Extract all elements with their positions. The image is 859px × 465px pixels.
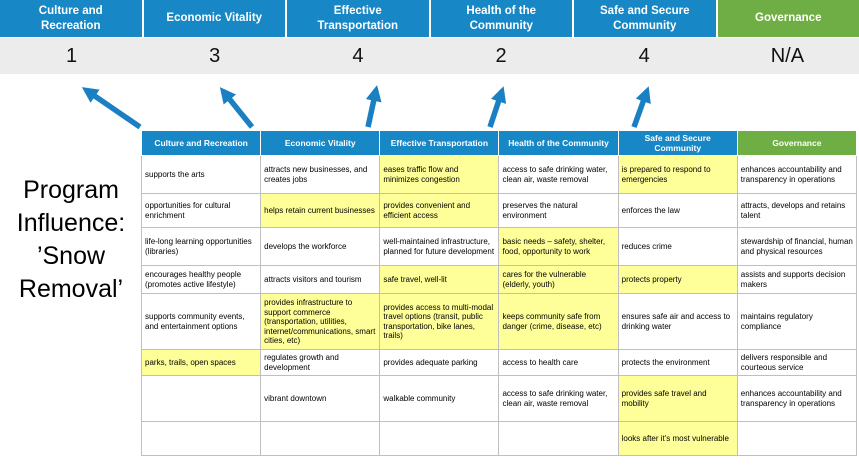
program-title-line: Removal’ — [18, 275, 124, 303]
table-header-safe-and-secure-community: Safe and Secure Community — [617, 129, 738, 157]
table-header-economic-vitality: Economic Vitality — [260, 129, 381, 157]
summary-box-effective-transportation: Effective Transportation — [287, 0, 429, 37]
summary-box-health-of-the-community: Health of the Community — [430, 0, 572, 37]
table-cell: life-long learning opportunities (librar… — [140, 227, 262, 267]
table-cell: cares for the vulnerable (elderly, youth… — [498, 265, 619, 295]
table-row: life-long learning opportunities (librar… — [140, 227, 858, 267]
table-cell: access to health care — [498, 349, 619, 377]
table-cell: keeps community safe from danger (crime,… — [498, 293, 619, 351]
influence-arrows — [81, 85, 651, 130]
table-cell: delivers responsible and courteous servi… — [736, 349, 858, 377]
table-row: supports community events, and entertain… — [140, 293, 858, 351]
up-arrow-icon — [365, 85, 382, 128]
table-cell — [379, 421, 500, 457]
table-cell: attracts visitors and tourism — [260, 265, 381, 295]
table-cell: encourages healthy people (promotes acti… — [140, 265, 262, 295]
table-cell — [498, 421, 619, 457]
table-cell — [140, 421, 262, 457]
program-title-line: ’Snow — [36, 242, 106, 270]
table-cell: attracts new businesses, and creates job… — [260, 155, 381, 195]
table-cell: stewardship of financial, human and phys… — [736, 227, 858, 267]
table-row: supports the arts attracts new businesses… — [140, 155, 858, 195]
table-row: opportunities for cultural enrichment hel… — [140, 193, 858, 229]
table-cell: supports the arts — [140, 155, 262, 195]
summary-value-health-of-the-community: 2 — [495, 44, 507, 67]
table-row: looks after it's most vulnerable — [140, 421, 858, 457]
table-cell: provides convenient and efficient access — [379, 193, 500, 229]
up-arrow-icon — [81, 87, 142, 130]
matrix-body: supports the arts attracts new businesses… — [140, 155, 858, 457]
summary-value-effective-transportation: 4 — [352, 44, 364, 67]
summary-values-row: 1 3 4 2 4 N/A — [0, 38, 859, 74]
table-row: parks, trails, open spaces regulates grow… — [140, 349, 858, 377]
table-cell: eases traffic flow and minimizes congest… — [379, 155, 500, 195]
table-cell: vibrant downtown — [260, 375, 381, 423]
table-cell: access to safe drinking water, clean air… — [498, 155, 619, 195]
summary-box-governance: Governance — [717, 0, 859, 37]
table-header-culture-and-recreation: Culture and Recreation — [140, 129, 262, 157]
summary-box-safe-and-secure-community: Safe and Secure Community — [574, 0, 716, 37]
table-cell: provides safe travel and mobility — [617, 375, 738, 423]
table-cell: reduces crime — [617, 227, 738, 267]
table-cell: well-maintained infrastructure, planned … — [379, 227, 500, 267]
table-cell — [260, 421, 381, 457]
summary-header-row: Culture and Recreation Economic Vitality E… — [0, 0, 859, 37]
table-cell: protects property — [617, 265, 738, 295]
table-cell: develops the workforce — [260, 227, 381, 267]
influence-matrix-table: Culture and Recreation Economic Vitality E… — [140, 129, 858, 457]
table-cell: maintains regulatory compliance — [736, 293, 858, 351]
table-cell: enhances accountability and transparency… — [736, 155, 858, 195]
table-cell: parks, trails, open spaces — [140, 349, 262, 377]
matrix-header-row: Culture and Recreation Economic Vitality E… — [140, 129, 858, 157]
table-row: encourages healthy people (promotes acti… — [140, 265, 858, 295]
main-area: Program Influence: ’Snow Removal’ Cultur… — [0, 74, 859, 465]
program-title: Program Influence: ’Snow Removal’ — [2, 174, 140, 306]
table-header-governance: Governance — [736, 129, 858, 157]
table-cell: is prepared to respond to emergencies — [617, 155, 738, 195]
table-cell: basic needs – safety, shelter, food, opp… — [498, 227, 619, 267]
table-cell: supports community events, and entertain… — [140, 293, 262, 351]
table-cell: provides access to multi-modal travel op… — [379, 293, 500, 351]
table-cell: looks after it's most vulnerable — [617, 421, 738, 457]
table-header-effective-transportation: Effective Transportation — [379, 129, 500, 157]
summary-value-governance: N/A — [770, 44, 805, 67]
summary-value-safe-and-secure-community: 4 — [638, 44, 650, 67]
table-cell: assists and supports decision makers — [736, 265, 858, 295]
table-header-health-of-the-community: Health of the Community — [498, 129, 619, 157]
table-cell: opportunities for cultural enrichment — [140, 193, 262, 229]
summary-value-economic-vitality: 3 — [209, 44, 221, 67]
matrix-header: Culture and Recreation Economic Vitality E… — [140, 129, 858, 157]
table-cell: access to safe drinking water, clean air… — [498, 375, 619, 423]
table-cell: safe travel, well-lit — [379, 265, 500, 295]
up-arrow-icon — [487, 86, 507, 128]
summary-box-culture-and-recreation: Culture and Recreation — [0, 0, 142, 37]
program-title-line: Program — [23, 176, 119, 204]
table-cell: enhances accountability and transparency… — [736, 375, 858, 423]
table-cell: enforces the law — [617, 193, 738, 229]
table-cell: preserves the natural environment — [498, 193, 619, 229]
up-arrow-icon — [631, 86, 651, 128]
program-title-line: Influence: — [16, 209, 126, 237]
table-cell: provides infrastructure to support comme… — [260, 293, 381, 351]
table-cell: protects the environment — [617, 349, 738, 377]
table-cell — [140, 375, 262, 423]
table-cell: walkable community — [379, 375, 500, 423]
table-row: vibrant downtown walkable community access… — [140, 375, 858, 423]
up-arrow-icon — [219, 87, 255, 129]
table-cell: regulates growth and development — [260, 349, 381, 377]
table-cell: attracts, develops and retains talent — [736, 193, 858, 229]
table-cell: ensures safe air and access to drinking … — [617, 293, 738, 351]
table-cell: helps retain current businesses — [260, 193, 381, 229]
summary-value-culture-and-recreation: 1 — [66, 44, 78, 67]
table-cell — [736, 421, 858, 457]
table-cell: provides adequate parking — [379, 349, 500, 377]
summary-box-economic-vitality: Economic Vitality — [143, 0, 285, 37]
